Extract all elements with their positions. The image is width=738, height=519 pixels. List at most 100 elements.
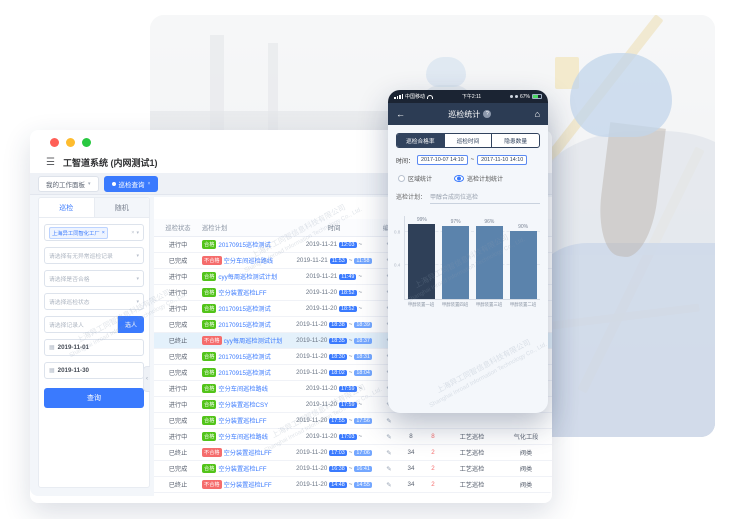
time-to-input[interactable]: 2017-11-10 14:10 xyxy=(477,155,528,165)
plan-link[interactable]: 20170915巡检测试 xyxy=(218,306,271,313)
start-date-input[interactable]: ▦ 2019-11-01 xyxy=(44,339,144,356)
minimize-window-button[interactable] xyxy=(66,137,75,147)
filter-select-2[interactable]: 请选择巡检状态 ▾ xyxy=(44,293,144,310)
plan-link[interactable]: 20170915巡检测试 xyxy=(218,322,271,329)
home-icon[interactable]: ⌂ xyxy=(534,109,540,119)
time-cell: 2019-11-20 16:38 ~16:41 xyxy=(290,465,378,472)
help-icon[interactable]: ? xyxy=(483,110,492,118)
clear-icon[interactable]: × xyxy=(131,229,135,236)
radio-label: 巡检计划统计 xyxy=(467,177,504,183)
edit-cell: ✎ xyxy=(378,417,400,425)
tab-label: 我的工作面板 xyxy=(46,181,85,189)
start-time-badge: 18:38 xyxy=(329,321,347,328)
table-row[interactable]: 已完成 合格 空分装置巡检LFF 2019-11-20 16:38 ~16:41 ✎ 34 2 工… xyxy=(154,461,552,477)
time-separator: ~ xyxy=(358,385,363,392)
section-cell: 气化工段 xyxy=(513,434,539,441)
close-window-button[interactable] xyxy=(50,137,59,147)
plan-link[interactable]: 空分装置巡检LFF xyxy=(218,418,267,425)
plan-link[interactable]: 空分装置巡检LFF xyxy=(223,450,272,457)
table-row[interactable]: 已完成 合格 空分装置巡检LFF 2019-11-20 17:55 ~17:56 ✎ xyxy=(154,413,552,429)
table-row[interactable]: 已终止 不合格 空分装置巡检LFF 2019-11-20 14:48 ~14:55 ✎ 34 2… xyxy=(154,477,552,493)
app-header: ☰ 工智道系统 (内网测试1) xyxy=(30,154,552,173)
table-row[interactable]: 进行中 合格 空分车间巡检路线 2019-11-20 17:03 ~ ✎ 8 8 工艺巡检 气化工段 xyxy=(154,429,552,445)
column-header: 巡检计划 xyxy=(202,225,228,232)
plan-link[interactable]: 空分装置巡检CSY xyxy=(218,402,269,409)
time-separator: ~ xyxy=(348,337,353,344)
location-icon xyxy=(509,95,513,98)
plan-link[interactable]: 空分车间巡检路线 xyxy=(218,386,268,393)
plan-link[interactable]: cyy每周巡检测试计划 xyxy=(223,338,283,345)
pick-person-button[interactable]: 选人 xyxy=(118,316,144,333)
tab-my-dashboard[interactable]: 我的工作面板 ▾ xyxy=(38,175,99,192)
table-row[interactable]: 已终止 不合格 空分装置巡检LFF 2019-11-20 17:03 ~17:06 ✎ 34 2… xyxy=(154,445,552,461)
end-date-input[interactable]: ▦ 2019-11-30 xyxy=(44,362,144,379)
time-separator: ~ xyxy=(348,257,353,264)
status-cell: 已完成 xyxy=(168,354,188,361)
radio-0[interactable]: 区域统计 xyxy=(398,174,432,183)
sidebar-tab-inspection[interactable]: 巡检 xyxy=(39,198,94,217)
time-date: 2019-11-20 xyxy=(305,401,338,408)
plan-link[interactable]: cyy每周巡检测试计划 xyxy=(218,274,278,281)
y-tick-label: 0.4 xyxy=(394,262,401,268)
radio-1[interactable]: 巡检计划统计 xyxy=(454,174,503,183)
calendar-icon: ▦ xyxy=(49,368,55,374)
end-time-badge: 18:39 xyxy=(354,321,372,328)
factory-select[interactable]: 上海异工同智化工厂 × × ▾ xyxy=(44,224,144,241)
plan-select[interactable]: 甲醇合成岗位巡检 xyxy=(430,192,540,204)
time-separator: ~ xyxy=(470,157,475,163)
factory-tag: 上海异工同智化工厂 × xyxy=(49,226,108,239)
filter-select-0[interactable]: 请选择有无异常巡检记录 ▾ xyxy=(44,247,144,264)
close-tab-icon[interactable]: × xyxy=(147,180,151,187)
time-separator: ~ xyxy=(348,481,353,488)
plan-link[interactable]: 空分装置巡检LFF xyxy=(218,466,267,473)
time-from-input[interactable]: 2017-10-07 14:10 xyxy=(417,155,468,165)
plan-link[interactable]: 20170915巡检测试 xyxy=(218,354,271,361)
x-tick-label: 甲醇装置二班 xyxy=(509,302,537,307)
plan-link[interactable]: 20170915巡检测试 xyxy=(218,370,271,377)
plan-link[interactable]: 空分车间巡检路线 xyxy=(223,258,274,265)
plan-link[interactable]: 空分车间巡检路线 xyxy=(218,434,268,441)
edit-icon[interactable]: ✎ xyxy=(386,481,392,489)
stats-tab-1[interactable]: 巡检时间 xyxy=(443,134,492,147)
stats-tab-0[interactable]: 巡检合格率 xyxy=(397,134,444,147)
menu-icon[interactable]: ☰ xyxy=(46,157,55,168)
tab-inspection-query[interactable]: 巡检查询 × xyxy=(103,175,159,192)
edit-icon[interactable]: ✎ xyxy=(386,417,392,425)
filter-select-1[interactable]: 请选择是否合格 ▾ xyxy=(44,270,144,287)
carrier-label: 中国移动 xyxy=(405,94,426,100)
chevron-down-icon: ▾ xyxy=(136,252,139,259)
search-button[interactable]: 查询 xyxy=(44,388,144,408)
plan-cell: 不合格 空分车间巡检路线 xyxy=(202,256,290,265)
sidebar-collapse-handle[interactable]: ‹ xyxy=(143,366,150,392)
edit-icon[interactable]: ✎ xyxy=(386,433,392,441)
plan-link[interactable]: 空分装置巡检LFF xyxy=(223,482,272,489)
time-separator: ~ xyxy=(358,289,363,296)
back-icon[interactable]: ← xyxy=(396,109,405,119)
verdict-tag: 合格 xyxy=(202,464,217,473)
stats-tab-2[interactable]: 隐患数量 xyxy=(491,134,539,147)
edit-icon[interactable]: ✎ xyxy=(386,449,392,457)
time-cell: 2019-11-20 18:52 ~ xyxy=(290,305,378,312)
plan-link[interactable]: 空分装置巡检LFF xyxy=(218,290,267,297)
bar xyxy=(442,225,470,299)
plan-link[interactable]: 20170915巡检测试 xyxy=(218,242,271,249)
start-time-badge: 17:03 xyxy=(329,449,347,456)
end-time-badge: 17:56 xyxy=(354,417,372,424)
sidebar-tab-random[interactable]: 随机 xyxy=(93,198,149,217)
edit-icon[interactable]: ✎ xyxy=(386,465,392,473)
recorder-input[interactable]: 请选择记录人 xyxy=(44,316,118,333)
end-time-badge: 18:31 xyxy=(354,353,372,360)
radio-circle-icon xyxy=(398,175,405,182)
zoom-window-button[interactable] xyxy=(82,137,91,147)
remove-tag-icon[interactable]: × xyxy=(101,229,105,236)
